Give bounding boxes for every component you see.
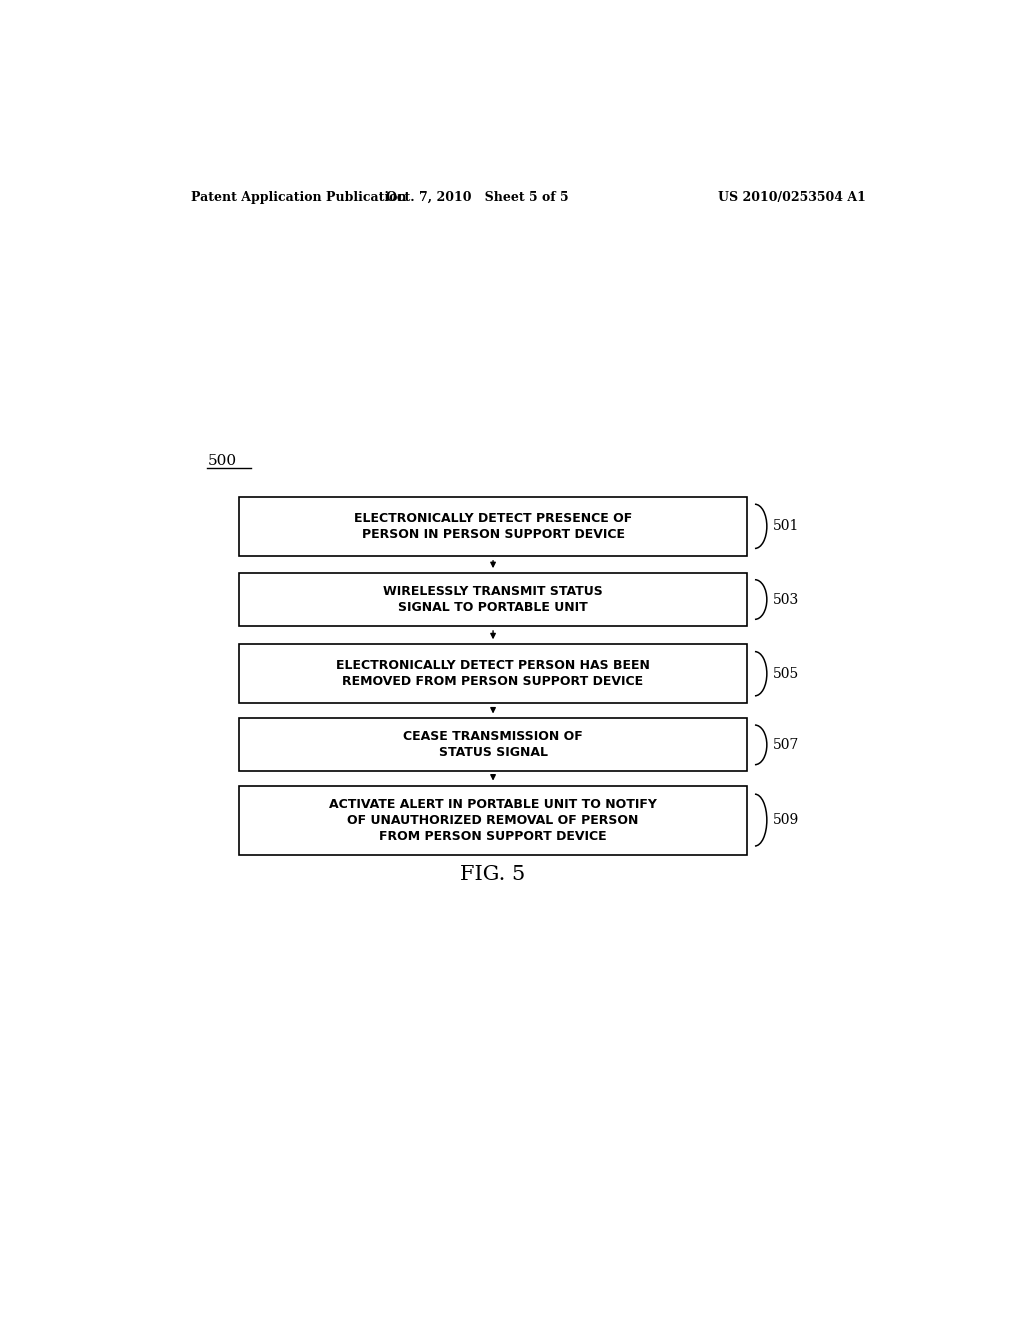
Bar <box>240 718 748 771</box>
Bar <box>240 785 748 854</box>
Text: 509: 509 <box>773 813 800 828</box>
Text: 500: 500 <box>207 454 237 469</box>
Text: ELECTRONICALLY DETECT PERSON HAS BEEN
REMOVED FROM PERSON SUPPORT DEVICE: ELECTRONICALLY DETECT PERSON HAS BEEN RE… <box>336 659 650 688</box>
Text: ELECTRONICALLY DETECT PRESENCE OF
PERSON IN PERSON SUPPORT DEVICE: ELECTRONICALLY DETECT PRESENCE OF PERSON… <box>354 512 632 541</box>
Text: Oct. 7, 2010   Sheet 5 of 5: Oct. 7, 2010 Sheet 5 of 5 <box>386 190 568 203</box>
Text: 503: 503 <box>773 593 800 606</box>
Bar <box>240 644 748 704</box>
Text: 507: 507 <box>773 738 800 752</box>
Bar <box>240 496 748 556</box>
Text: FIG. 5: FIG. 5 <box>461 866 525 884</box>
Text: CEASE TRANSMISSION OF
STATUS SIGNAL: CEASE TRANSMISSION OF STATUS SIGNAL <box>403 730 583 759</box>
Text: Patent Application Publication: Patent Application Publication <box>191 190 407 203</box>
Text: 505: 505 <box>773 667 800 681</box>
Text: US 2010/0253504 A1: US 2010/0253504 A1 <box>718 190 866 203</box>
Text: WIRELESSLY TRANSMIT STATUS
SIGNAL TO PORTABLE UNIT: WIRELESSLY TRANSMIT STATUS SIGNAL TO POR… <box>383 585 603 614</box>
Text: ACTIVATE ALERT IN PORTABLE UNIT TO NOTIFY
OF UNAUTHORIZED REMOVAL OF PERSON
FROM: ACTIVATE ALERT IN PORTABLE UNIT TO NOTIF… <box>329 797 657 842</box>
Bar <box>240 573 748 626</box>
Text: 501: 501 <box>773 519 800 533</box>
